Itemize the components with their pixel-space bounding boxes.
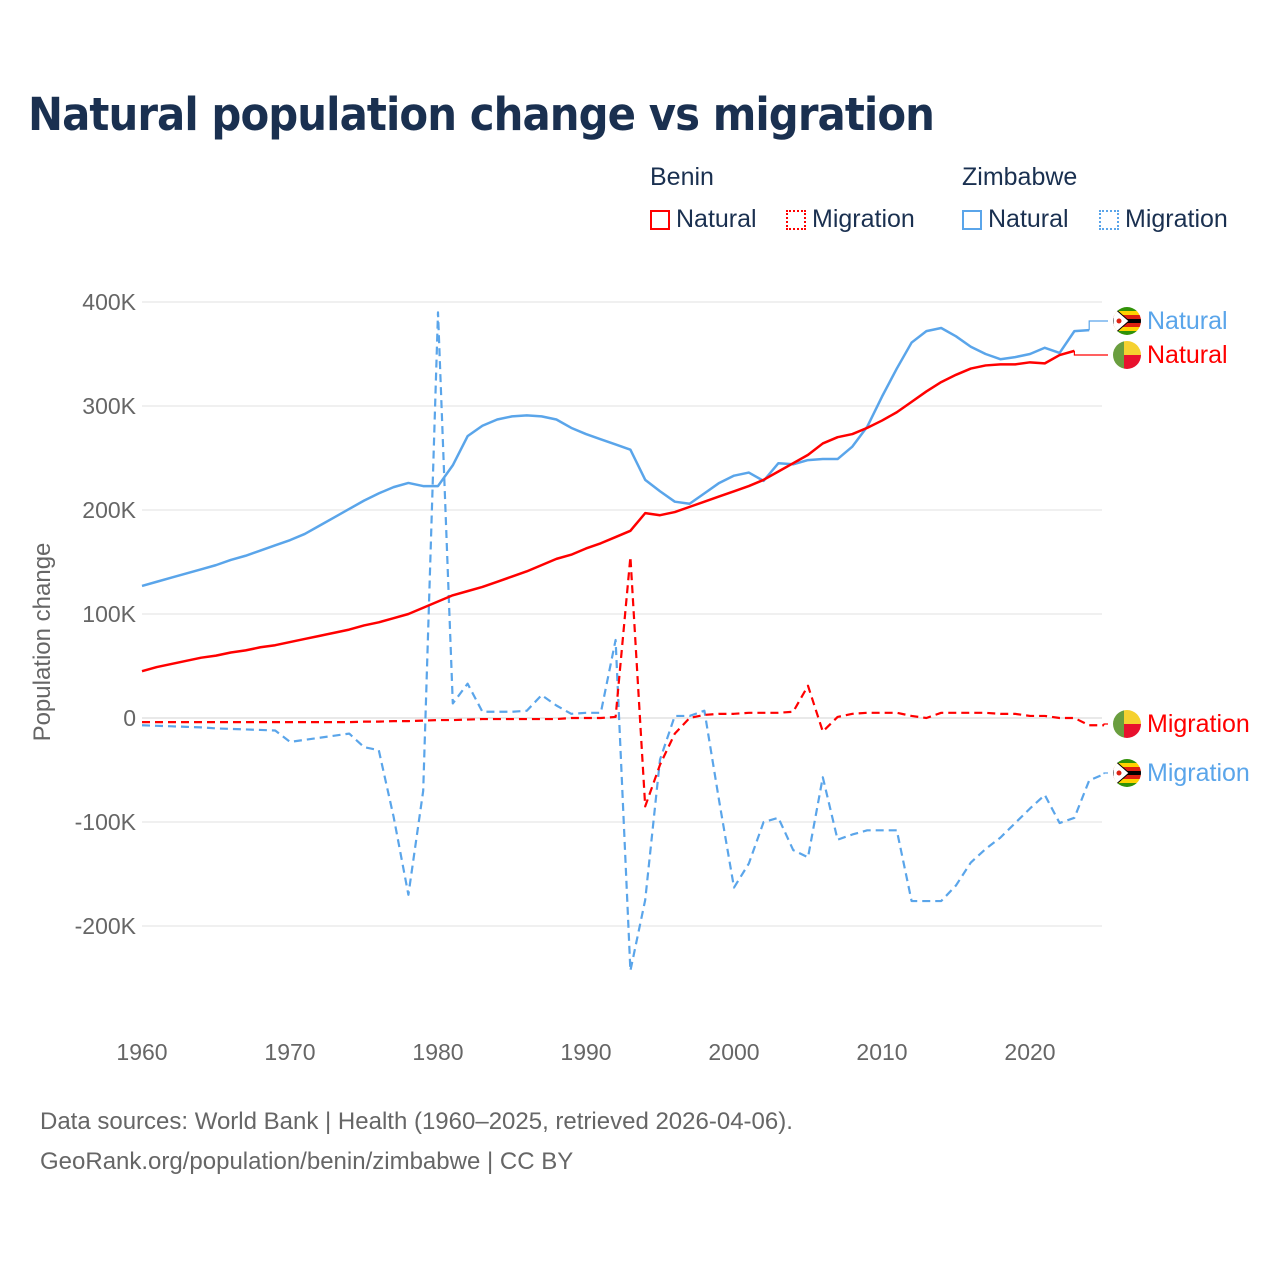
plot-area: 400K 300K 200K 100K 0 -100K -200K 1960 1970 1980…	[29, 289, 1250, 1065]
legend-label: Migration	[1125, 205, 1228, 233]
x-tick-label: 1990	[560, 1039, 611, 1065]
legend-swatch	[1099, 209, 1119, 230]
legend-swatch	[650, 209, 670, 230]
legend-label: Natural	[676, 205, 757, 233]
x-tick-label: 2000	[708, 1039, 759, 1065]
legend-item-benin-migration[interactable]: Migration	[786, 205, 915, 234]
end-label-benin-migration: Migration	[1147, 710, 1250, 738]
zimbabwe-flag-icon	[1113, 307, 1141, 335]
legend-swatch	[962, 209, 982, 230]
y-tick-label: 100K	[82, 601, 136, 627]
end-label-zimbabwe-natural: Natural	[1147, 307, 1228, 335]
end-label-connector	[1103, 772, 1108, 775]
x-tick-label: 2020	[1004, 1039, 1055, 1065]
x-tick-label: 1980	[412, 1039, 463, 1065]
zimbabwe-flag-icon	[1113, 759, 1141, 787]
y-tick-label: -100K	[75, 809, 137, 835]
legend-group-benin: Benin	[650, 163, 714, 191]
y-tick-label: 400K	[82, 289, 136, 315]
series-line-benin-natural	[141, 349, 1075, 673]
end-label-connector	[1103, 723, 1108, 726]
x-tick-label: 1960	[116, 1039, 167, 1065]
y-tick-label: 0	[123, 705, 136, 731]
y-axis-label: Population change	[29, 543, 56, 742]
series-line-zimbabwe-natural	[141, 326, 1090, 588]
legend-item-zimbabwe-migration[interactable]: Migration	[1099, 205, 1228, 234]
x-tick-label: 2010	[856, 1039, 907, 1065]
end-label-connector	[1088, 320, 1108, 331]
end-label-zimbabwe-migration: Migration	[1147, 759, 1250, 787]
legend-group-zimbabwe: Zimbabwe	[962, 163, 1078, 191]
benin-flag-icon	[1113, 710, 1141, 738]
footer-link[interactable]: GeoRank.org/population/benin/zimbabwe | …	[40, 1148, 574, 1175]
y-tick-label: -200K	[75, 913, 137, 939]
legend-swatch	[786, 209, 806, 230]
benin-flag-icon	[1113, 341, 1141, 369]
x-tick-label: 1970	[264, 1039, 315, 1065]
legend-label: Natural	[988, 205, 1069, 233]
end-label-benin-natural: Natural	[1147, 341, 1228, 369]
end-label-connector	[1073, 350, 1108, 356]
series-line-zimbabwe-migration	[141, 311, 1105, 972]
y-tick-label: 300K	[82, 393, 136, 419]
legend-item-benin-natural[interactable]: Natural	[650, 205, 757, 234]
series-line-benin-migration	[142, 555, 1104, 808]
y-tick-label: 200K	[82, 497, 136, 523]
legend-label: Migration	[812, 205, 915, 233]
chart-title: Natural population change vs migration	[28, 88, 935, 141]
legend-item-zimbabwe-natural[interactable]: Natural	[962, 205, 1069, 234]
footer-sources: Data sources: World Bank | Health (1960–…	[40, 1108, 793, 1135]
